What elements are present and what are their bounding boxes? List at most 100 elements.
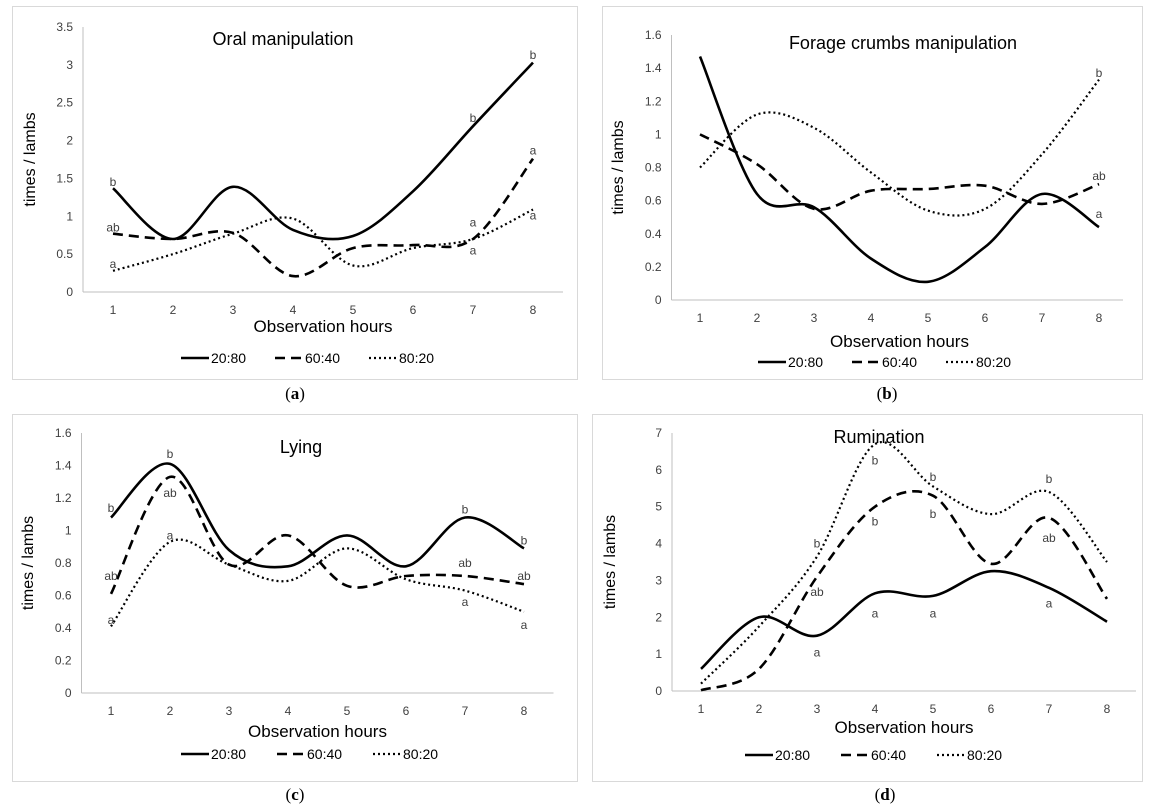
data-point xyxy=(984,207,987,210)
x-axis-label: Observation hours xyxy=(830,332,969,351)
x-axis-label: Observation hours xyxy=(835,718,974,737)
series-line-80-20 xyxy=(110,538,525,628)
significance-label: a xyxy=(872,607,879,621)
significance-label: a xyxy=(530,209,537,223)
y-tick-label: 0.4 xyxy=(645,227,662,241)
y-tick-label: 4 xyxy=(655,537,662,551)
y-tick-label: 1.2 xyxy=(645,94,662,108)
chart-title: Rumination xyxy=(833,427,924,447)
significance-label: a xyxy=(110,257,117,271)
y-tick-label: 0.4 xyxy=(55,621,72,635)
significance-label: a xyxy=(108,613,115,627)
significance-label: b xyxy=(930,470,937,484)
y-tick-label: 1 xyxy=(65,524,72,538)
x-tick-label: 2 xyxy=(754,311,761,325)
x-tick-label: 6 xyxy=(988,702,995,716)
x-tick-label: 6 xyxy=(410,303,417,317)
significance-label: a xyxy=(167,528,174,542)
chart-title: Oral manipulation xyxy=(212,29,353,49)
x-tick-label: 1 xyxy=(697,311,704,325)
data-point xyxy=(1048,516,1051,519)
significance-label: b xyxy=(167,447,174,461)
y-tick-label: 1.4 xyxy=(645,61,662,75)
x-tick-label: 4 xyxy=(285,704,292,718)
y-tick-label: 1.6 xyxy=(645,28,662,42)
y-tick-label: 3 xyxy=(66,58,73,72)
x-tick-label: 3 xyxy=(811,311,818,325)
series-line-20-80 xyxy=(698,56,1100,284)
y-tick-label: 2 xyxy=(655,610,662,624)
x-tick-label: 8 xyxy=(530,303,537,317)
legend-label: 60:40 xyxy=(305,350,340,366)
y-tick-label: 1.4 xyxy=(55,459,72,473)
x-tick-label: 7 xyxy=(1039,311,1046,325)
x-tick-label: 4 xyxy=(290,303,297,317)
chart-title: Lying xyxy=(280,437,322,457)
significance-label: b xyxy=(462,502,469,516)
data-point xyxy=(292,217,295,220)
significance-label: a xyxy=(1096,207,1103,221)
significance-label: b xyxy=(470,111,477,125)
significance-label: ab xyxy=(458,556,472,570)
significance-label: a xyxy=(470,215,477,229)
significance-label: ab xyxy=(106,221,120,235)
x-tick-label: 2 xyxy=(756,702,763,716)
x-tick-label: 8 xyxy=(521,704,528,718)
significance-label: b xyxy=(521,533,528,547)
y-tick-label: 1.2 xyxy=(55,491,72,505)
x-tick-label: 7 xyxy=(1046,702,1053,716)
x-tick-label: 4 xyxy=(872,702,879,716)
y-tick-label: 1 xyxy=(655,647,662,661)
significance-label: b xyxy=(1046,472,1053,486)
caption-letter-c: c xyxy=(291,785,299,804)
series-line-60-40 xyxy=(700,489,1109,692)
y-axis-label: times / lambs xyxy=(602,515,619,609)
significance-label: b xyxy=(108,501,115,515)
chart-panel-b: 0 0.2 0.4 0.6 0.8 1 1.2 1.4 1.6 1 2 3 4 5 6 7 8 Forage cr… xyxy=(602,6,1143,380)
y-tick-label: 0.6 xyxy=(55,589,72,603)
significance-label: b xyxy=(930,507,937,521)
legend-label: 80:20 xyxy=(967,747,1002,763)
data-point xyxy=(464,575,467,578)
series-line-60-40 xyxy=(699,133,1100,211)
y-axis-label: times / lambs xyxy=(22,112,39,206)
y-tick-label: 0 xyxy=(655,293,662,307)
x-tick-label: 3 xyxy=(226,704,233,718)
significance-label: a xyxy=(814,645,821,659)
y-tick-label: 0.8 xyxy=(55,556,72,570)
y-tick-label: 3 xyxy=(655,573,662,587)
y-tick-label: 0.2 xyxy=(645,260,662,274)
chart-svg-d: 0 1 2 3 4 5 6 7 1 2 3 4 5 6 7 8 Rumination Observation ho… xyxy=(602,426,1136,763)
legend-label: 80:20 xyxy=(403,746,438,762)
y-tick-label: 0 xyxy=(655,684,662,698)
y-axis-label: times / lambs xyxy=(610,120,627,214)
series-line-60-40 xyxy=(109,475,525,595)
legend-label: 60:40 xyxy=(307,746,342,762)
significance-label: ab xyxy=(1092,169,1106,183)
legend-label: 80:20 xyxy=(976,354,1011,370)
y-tick-label: 2 xyxy=(66,134,73,148)
data-point xyxy=(523,610,526,613)
chart-svg-b: 0 0.2 0.4 0.6 0.8 1 1.2 1.4 1.6 1 2 3 4 5 6 7 8 Forage cr… xyxy=(610,28,1123,370)
x-tick-label: 8 xyxy=(1096,311,1103,325)
significance-label: a xyxy=(462,595,469,609)
x-tick-label: 3 xyxy=(814,702,821,716)
series-line-80-20 xyxy=(699,79,1100,217)
legend-label: 20:80 xyxy=(775,747,810,763)
x-tick-label: 2 xyxy=(167,704,174,718)
x-tick-label: 8 xyxy=(1104,702,1111,716)
legend-label: 20:80 xyxy=(788,354,823,370)
chart-panel-a: 0 0.5 1 1.5 2 2.5 3 3.5 1 2 3 4 5 6 7 8 Oral manipulatio… xyxy=(12,6,578,380)
y-axis-label: times / lambs xyxy=(20,516,37,610)
chart-title: Forage crumbs manipulation xyxy=(789,33,1017,53)
y-tick-label: 0.2 xyxy=(55,654,72,668)
x-tick-label: 7 xyxy=(462,704,469,718)
y-tick-label: 3.5 xyxy=(56,20,73,34)
y-tick-label: 1 xyxy=(66,209,73,223)
x-tick-label: 3 xyxy=(230,303,237,317)
y-tick-label: 0.8 xyxy=(645,161,662,175)
x-axis-label: Observation hours xyxy=(248,722,387,741)
significance-label: ab xyxy=(1042,531,1056,545)
significance-label: b xyxy=(814,537,821,551)
x-axis-label: Observation hours xyxy=(254,317,393,336)
